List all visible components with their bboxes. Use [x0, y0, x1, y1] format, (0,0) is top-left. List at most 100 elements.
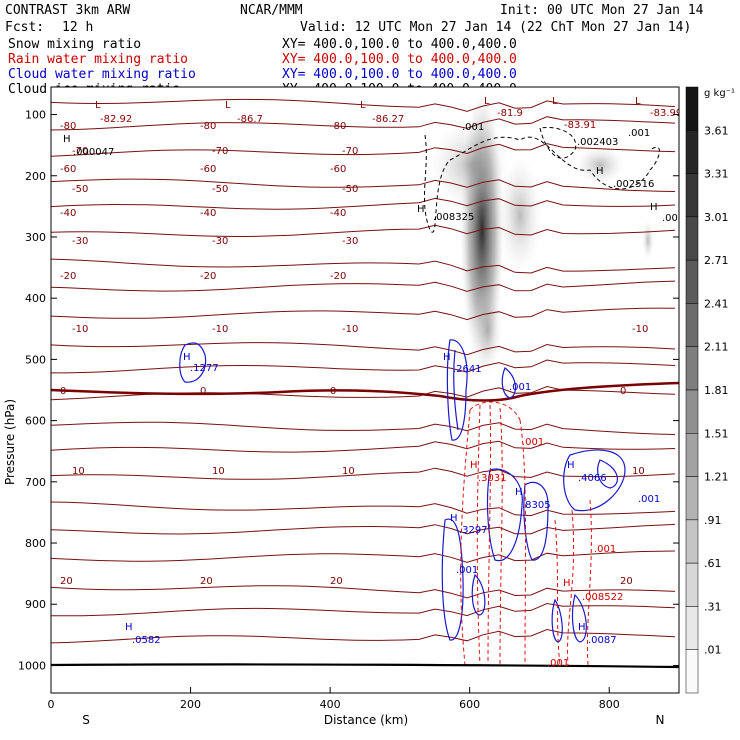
- rain-east-1: [554, 519, 561, 666]
- temperature-contour-line: [51, 421, 676, 435]
- x-tick-label: 0: [48, 698, 55, 711]
- temperature-contour-line: [51, 550, 676, 563]
- model-title: CONTRAST 3km ARW: [5, 3, 130, 18]
- contour-extreme-label: L: [360, 100, 366, 111]
- legend-entry-xy: XY= 400.0,100.0 to 400.0,400.0: [282, 37, 517, 52]
- y-tick-label: 900: [25, 598, 46, 611]
- temperature-contour-label: -80: [200, 121, 216, 132]
- y-tick-label: 1000: [18, 659, 46, 672]
- contour-extreme-label: .1277: [190, 363, 219, 374]
- y-tick-label: 700: [25, 476, 46, 489]
- temperature-contour-line: [51, 602, 676, 617]
- temperature-contour-line: [51, 178, 676, 192]
- rain-water-contours: [460, 401, 592, 666]
- colorbar-swatch: [685, 130, 699, 174]
- contour-extreme-label: .002516: [613, 179, 654, 190]
- colorbar-swatch: [685, 519, 699, 564]
- colorbar-tick-label: .61: [704, 557, 722, 570]
- temperature-contour-label: 10: [72, 466, 85, 477]
- temperature-contour-label: -40: [60, 208, 76, 219]
- contour-extreme-label: H: [596, 166, 604, 177]
- temperature-contour-label: 20: [60, 576, 73, 587]
- temperature-contour-label: -80: [330, 121, 346, 132]
- contour-extreme-label: L: [635, 96, 641, 107]
- temperature-contour-line: [51, 440, 676, 453]
- cloud-water-base-2: [471, 573, 486, 616]
- contour-extreme-label: H: [63, 134, 71, 145]
- temperature-contour-label: -40: [330, 208, 346, 219]
- freezing-level-contour: [51, 381, 679, 402]
- temperature-contour-label: -10: [632, 324, 648, 335]
- temperature-contours: -80 -80 -80 -70 -70 -70 -60 -60 -60 -50 -50 -50 -40 -…: [51, 98, 676, 644]
- plot-area: -80 -80 -80 -70 -70 -70 -60 -60 -60 -50 -50 -50 -40 -…: [51, 90, 697, 669]
- contour-extreme-label: .001: [638, 494, 660, 505]
- cloud-water-column: [446, 339, 468, 441]
- contour-extreme-label: L: [484, 96, 490, 107]
- contour-extreme-label: H: [563, 578, 571, 589]
- temperature-contour-label: -50: [72, 184, 88, 195]
- contour-extreme-label: .008325: [433, 212, 474, 223]
- colorbar-swatch: [685, 476, 699, 521]
- snow-plume: [498, 155, 542, 275]
- contour-extreme-label: .001: [509, 382, 531, 393]
- colorbar-tick-label: 3.01: [704, 211, 729, 224]
- contour-extreme-label: H: [650, 202, 658, 213]
- contour-extreme-label: .001: [547, 658, 569, 669]
- x-axis-label: Distance (km): [324, 713, 408, 727]
- ground-surface: [51, 663, 679, 669]
- colorbar-swatch: [685, 389, 699, 434]
- temperature-contour-line: [51, 258, 676, 274]
- cloud-water-east: [563, 449, 626, 512]
- contour-extreme-label: H: [470, 460, 478, 471]
- temperature-contour-label: -50: [342, 184, 358, 195]
- temperature-contour-label: 20: [620, 576, 633, 587]
- y-tick-label: 400: [25, 292, 46, 305]
- y-tick-label: 800: [25, 537, 46, 550]
- snow-far-east: [642, 220, 654, 260]
- cloud-water-west: [179, 342, 207, 383]
- center-label: NCAR/MMM: [240, 3, 303, 18]
- contour-extreme-label: H: [417, 204, 425, 215]
- contour-extreme-label: H: [450, 513, 458, 524]
- snow-lower: [474, 285, 502, 375]
- temperature-contour-label: -20: [200, 271, 216, 282]
- init-time: Init: 00 UTC Mon 27 Jan 14: [500, 3, 704, 18]
- legend-entry-name: Snow mixing ratio: [8, 37, 141, 52]
- temperature-contour-line: [51, 359, 676, 374]
- cloud-water-base: [441, 518, 464, 641]
- colorbar-tick-label: .91: [704, 514, 722, 527]
- colorbar-tick-label: 1.81: [704, 384, 729, 397]
- cloud-ice-contour: [423, 134, 660, 233]
- colorbar-tick-label: .31: [704, 600, 722, 613]
- rain-east-3: [586, 499, 592, 666]
- temperature-contour-label: -30: [72, 236, 88, 247]
- temperature-contour-line: [51, 501, 676, 517]
- contour-extreme-label: H: [567, 460, 575, 471]
- contour-extreme-label: .001: [594, 544, 616, 555]
- colorbar-swatch: [685, 259, 699, 304]
- plot-frame: [50, 86, 680, 694]
- temperature-contour-label: -10: [72, 324, 88, 335]
- x-tick-label: 200: [180, 698, 201, 711]
- temperature-contour-label: -20: [330, 271, 346, 282]
- contour-annotations: L -82.92 L -86.7 L -86.27 L -81.9 L -83.91 L -83.99…: [63, 96, 697, 669]
- contour-extreme-label: .3297: [459, 525, 488, 536]
- contour-extreme-label: .00240: [662, 213, 697, 224]
- x-tick-label: 600: [459, 698, 480, 711]
- colorbar-tick-label: 1.21: [704, 471, 729, 484]
- temperature-contour-line: [51, 342, 676, 356]
- temperature-contour-label: -70: [342, 146, 358, 157]
- contour-extreme-label: .001: [462, 122, 484, 133]
- contour-extreme-label: .000047: [73, 147, 114, 158]
- rain-column-4: [499, 407, 503, 666]
- colorbar-tick-label: 3.61: [704, 124, 729, 137]
- temperature-contour-label: -60: [330, 164, 346, 175]
- colorbar-swatch: [685, 86, 699, 131]
- colorbar-swatch: [685, 606, 699, 650]
- temperature-contour-label: -10: [342, 324, 358, 335]
- cloud-water-contours: [179, 339, 626, 643]
- x-tick-label: 400: [320, 698, 341, 711]
- contour-extreme-label: .2641: [453, 364, 482, 375]
